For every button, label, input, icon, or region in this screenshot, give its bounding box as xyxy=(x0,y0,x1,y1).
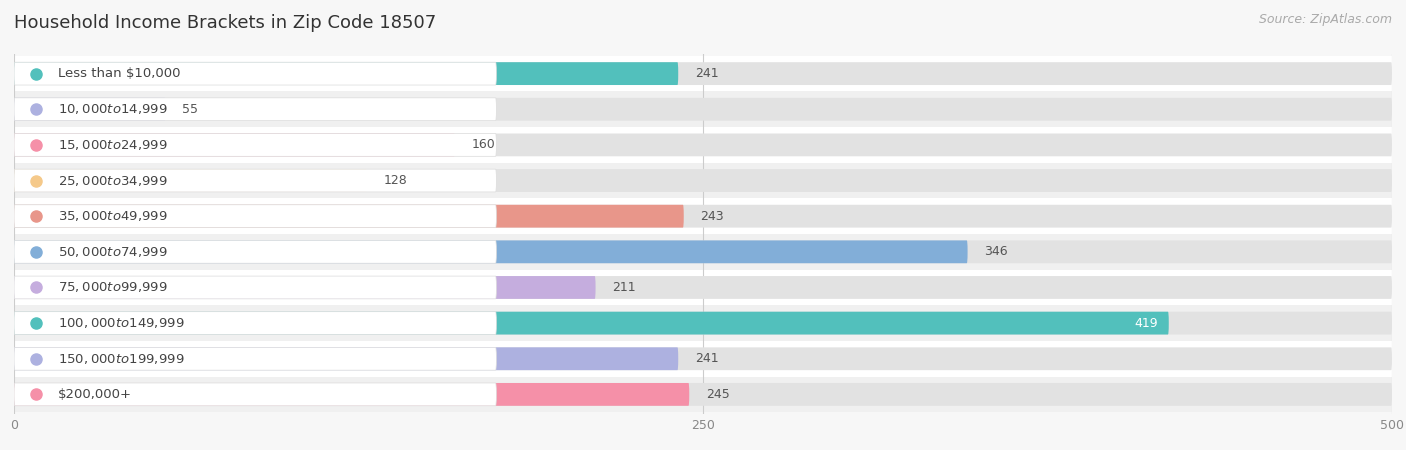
FancyBboxPatch shape xyxy=(14,98,166,121)
FancyBboxPatch shape xyxy=(14,383,689,406)
FancyBboxPatch shape xyxy=(14,377,1392,412)
Text: $25,000 to $34,999: $25,000 to $34,999 xyxy=(58,174,167,188)
Text: $150,000 to $199,999: $150,000 to $199,999 xyxy=(58,352,184,366)
FancyBboxPatch shape xyxy=(14,341,1392,377)
FancyBboxPatch shape xyxy=(14,312,496,334)
Text: Less than $10,000: Less than $10,000 xyxy=(58,67,180,80)
FancyBboxPatch shape xyxy=(14,62,678,85)
FancyBboxPatch shape xyxy=(14,276,1392,299)
FancyBboxPatch shape xyxy=(14,240,496,263)
Text: 243: 243 xyxy=(700,210,724,223)
FancyBboxPatch shape xyxy=(14,276,596,299)
Text: $15,000 to $24,999: $15,000 to $24,999 xyxy=(58,138,167,152)
Text: $50,000 to $74,999: $50,000 to $74,999 xyxy=(58,245,167,259)
Text: 346: 346 xyxy=(984,245,1008,258)
FancyBboxPatch shape xyxy=(14,347,1392,370)
Text: 55: 55 xyxy=(183,103,198,116)
FancyBboxPatch shape xyxy=(14,169,367,192)
Text: Source: ZipAtlas.com: Source: ZipAtlas.com xyxy=(1258,14,1392,27)
FancyBboxPatch shape xyxy=(14,234,1392,270)
FancyBboxPatch shape xyxy=(14,240,1392,263)
Text: $75,000 to $99,999: $75,000 to $99,999 xyxy=(58,280,167,294)
FancyBboxPatch shape xyxy=(14,91,1392,127)
FancyBboxPatch shape xyxy=(14,134,456,156)
FancyBboxPatch shape xyxy=(14,56,1392,91)
Text: $10,000 to $14,999: $10,000 to $14,999 xyxy=(58,102,167,116)
FancyBboxPatch shape xyxy=(14,312,1392,334)
FancyBboxPatch shape xyxy=(14,169,1392,192)
FancyBboxPatch shape xyxy=(14,312,1168,334)
FancyBboxPatch shape xyxy=(14,383,496,406)
Text: 241: 241 xyxy=(695,352,718,365)
FancyBboxPatch shape xyxy=(14,134,496,156)
FancyBboxPatch shape xyxy=(14,305,1392,341)
FancyBboxPatch shape xyxy=(14,198,1392,234)
FancyBboxPatch shape xyxy=(14,62,1392,85)
Text: 160: 160 xyxy=(471,139,495,151)
Text: 419: 419 xyxy=(1135,317,1157,329)
FancyBboxPatch shape xyxy=(14,205,683,228)
FancyBboxPatch shape xyxy=(14,205,1392,228)
FancyBboxPatch shape xyxy=(14,205,496,228)
Text: $200,000+: $200,000+ xyxy=(58,388,132,401)
FancyBboxPatch shape xyxy=(14,98,496,121)
Text: 245: 245 xyxy=(706,388,730,401)
FancyBboxPatch shape xyxy=(14,127,1392,163)
Text: $35,000 to $49,999: $35,000 to $49,999 xyxy=(58,209,167,223)
Text: 211: 211 xyxy=(612,281,636,294)
FancyBboxPatch shape xyxy=(14,276,496,299)
FancyBboxPatch shape xyxy=(14,62,496,85)
Text: 241: 241 xyxy=(695,67,718,80)
FancyBboxPatch shape xyxy=(14,134,1392,156)
FancyBboxPatch shape xyxy=(14,347,678,370)
Text: 128: 128 xyxy=(384,174,408,187)
FancyBboxPatch shape xyxy=(14,270,1392,305)
Text: $100,000 to $149,999: $100,000 to $149,999 xyxy=(58,316,184,330)
FancyBboxPatch shape xyxy=(14,240,967,263)
FancyBboxPatch shape xyxy=(14,383,1392,406)
FancyBboxPatch shape xyxy=(14,347,496,370)
FancyBboxPatch shape xyxy=(14,169,496,192)
FancyBboxPatch shape xyxy=(14,163,1392,198)
Text: Household Income Brackets in Zip Code 18507: Household Income Brackets in Zip Code 18… xyxy=(14,14,436,32)
FancyBboxPatch shape xyxy=(14,98,1392,121)
